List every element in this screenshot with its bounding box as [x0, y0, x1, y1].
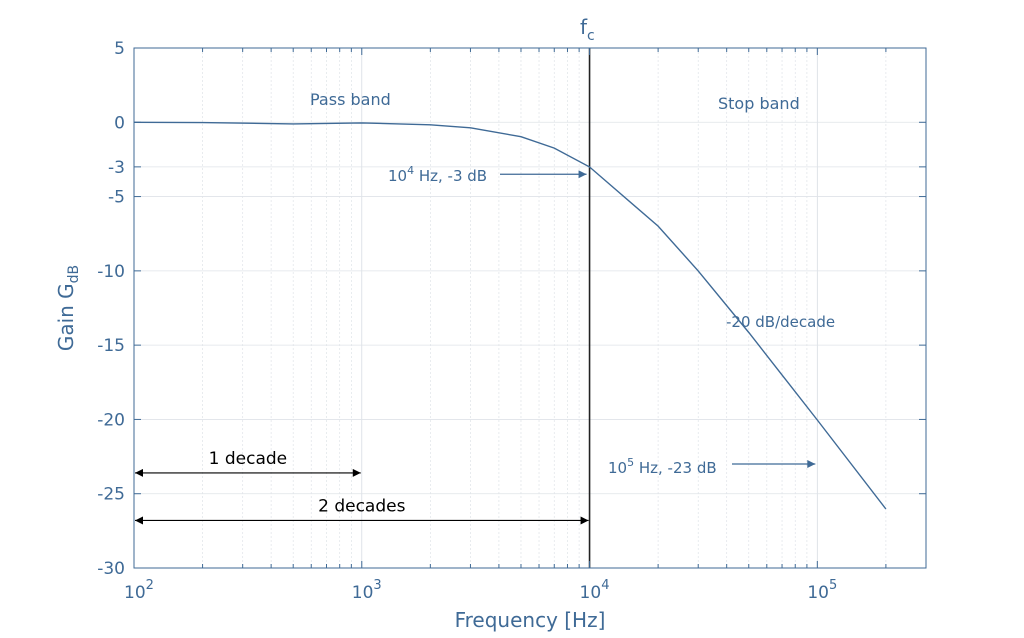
x-tick-label: 105 [807, 578, 837, 603]
y-tick-label: -20 [97, 410, 125, 430]
x-tick-label: 104 [580, 578, 610, 603]
annotation-decade-point: 105 Hz, -23 dB [608, 456, 717, 477]
y-axis-title: Gain GdB [54, 265, 82, 351]
x-tick-exp: 2 [146, 578, 154, 593]
x-tick-exp: 3 [373, 578, 381, 593]
cutoff-label: fc [580, 15, 595, 44]
y-tick-label: -25 [97, 485, 125, 505]
y-tick-label: -3 [108, 158, 125, 178]
x-tick-base: 10 [580, 583, 602, 603]
annotation-decade-exp: 5 [627, 456, 634, 469]
x-tick-base: 10 [807, 583, 829, 603]
x-tick-labels: 102 103 104 105 [124, 578, 837, 603]
y-axis-title-sub: dB [66, 265, 82, 284]
y-tick-label: 0 [114, 113, 125, 133]
cutoff-label-sub: c [587, 28, 595, 44]
x-tick-base: 10 [352, 583, 374, 603]
y-axis-title-main: Gain G [54, 283, 78, 351]
y-tick-label: -5 [108, 188, 125, 208]
y-tick-label: -15 [97, 336, 125, 356]
plot-background [134, 48, 926, 568]
y-tick-label: 5 [114, 39, 125, 59]
decade-arrows: 1 decade 2 decades [135, 449, 589, 525]
one-decade-label: 1 decade [209, 449, 287, 469]
y-tick-labels: 5 0 -3 -5 -10 -15 -20 -25 -30 [97, 39, 125, 579]
annotation-cutoff-base: 10 [388, 167, 407, 185]
x-tick-exp: 5 [829, 578, 837, 593]
annotation-decade-text: Hz, -23 dB [634, 459, 717, 477]
stop-band-label: Stop band [718, 94, 800, 113]
plot-frame [133, 47, 927, 569]
two-decades-label: 2 decades [318, 496, 405, 516]
x-tick-base: 10 [124, 583, 146, 603]
annotation-cutoff-exp: 4 [407, 164, 414, 177]
annotation-cutoff-text: Hz, -3 dB [414, 167, 487, 185]
x-tick-exp: 4 [601, 578, 609, 593]
annotation-cutoff-point: 104 Hz, -3 dB [388, 164, 487, 185]
annotation-decade-base: 10 [608, 459, 627, 477]
gain-curve [133, 121, 887, 510]
axis-ticks [133, 47, 927, 569]
x-tick-label: 102 [124, 578, 154, 603]
x-axis-title: Frequency [Hz] [455, 608, 606, 632]
y-tick-label: -10 [97, 262, 125, 282]
x-tick-label: 103 [352, 578, 382, 603]
y-tick-label: -30 [97, 559, 125, 579]
cutoff-label-main: f [580, 15, 588, 39]
slope-label: -20 dB/decade [726, 313, 835, 331]
pass-band-label: Pass band [310, 90, 391, 109]
